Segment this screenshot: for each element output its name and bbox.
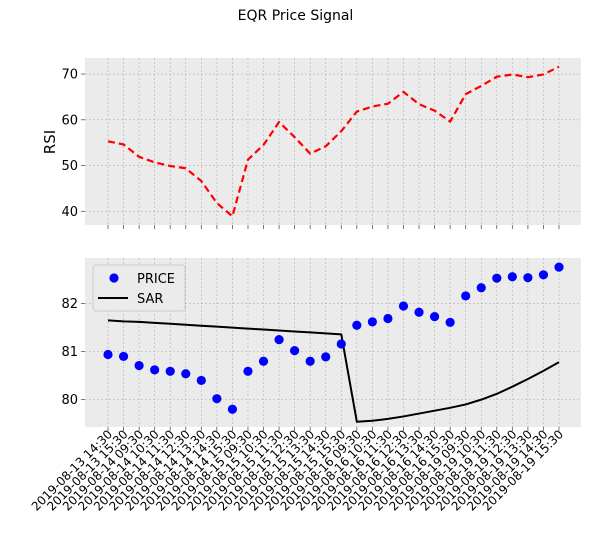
price-ytick-label: 81: [61, 345, 78, 360]
price-ytick-label: 80: [61, 393, 78, 408]
price-point: [150, 365, 160, 375]
rsi-ytick-label: 50: [61, 159, 78, 174]
sar-series-line: [107, 319, 560, 423]
price-point: [274, 335, 284, 345]
price-point: [227, 404, 238, 414]
legend-price-label: PRICE: [137, 272, 175, 287]
price-point: [383, 313, 393, 324]
price-point: [196, 375, 206, 386]
price-point: [507, 272, 517, 282]
price-point: [321, 352, 331, 362]
price-point: [118, 351, 129, 362]
chart-title: EQR Price Signal: [237, 8, 354, 24]
legend-sar-label: SAR: [137, 292, 163, 307]
price-point: [290, 346, 300, 356]
price-point: [523, 273, 533, 283]
price-point: [243, 366, 253, 376]
rsi-ytick-label: 70: [61, 68, 78, 83]
rsi-plot-area: [85, 58, 581, 225]
price-point: [492, 273, 502, 283]
rsi-axis-label: RSI: [41, 130, 59, 154]
rsi-series-line: [107, 65, 560, 218]
price-point: [461, 291, 471, 301]
price-point: [367, 317, 377, 327]
price-point: [445, 317, 455, 327]
rsi-panel: 40 50 60 70 RSI: [41, 58, 581, 229]
price-point: [134, 360, 144, 371]
price-point: [103, 349, 113, 360]
price-point: [336, 339, 346, 349]
price-point: [258, 356, 269, 366]
price-ytick-label: 82: [61, 297, 78, 312]
price-point: [554, 262, 564, 272]
price-point: [538, 270, 549, 280]
price-point: [212, 394, 222, 404]
price-point: [305, 356, 315, 366]
legend-price-marker: [109, 273, 119, 283]
price-point: [398, 301, 409, 311]
price-point: [352, 320, 362, 330]
rsi-ytick-label: 40: [61, 205, 78, 220]
price-point: [476, 283, 486, 293]
rsi-ytick-label: 60: [61, 113, 78, 128]
price-point: [165, 366, 175, 376]
price-point: [414, 307, 424, 317]
legend: PRICE SAR: [92, 264, 186, 312]
price-point: [181, 369, 191, 379]
price-point: [429, 311, 440, 322]
